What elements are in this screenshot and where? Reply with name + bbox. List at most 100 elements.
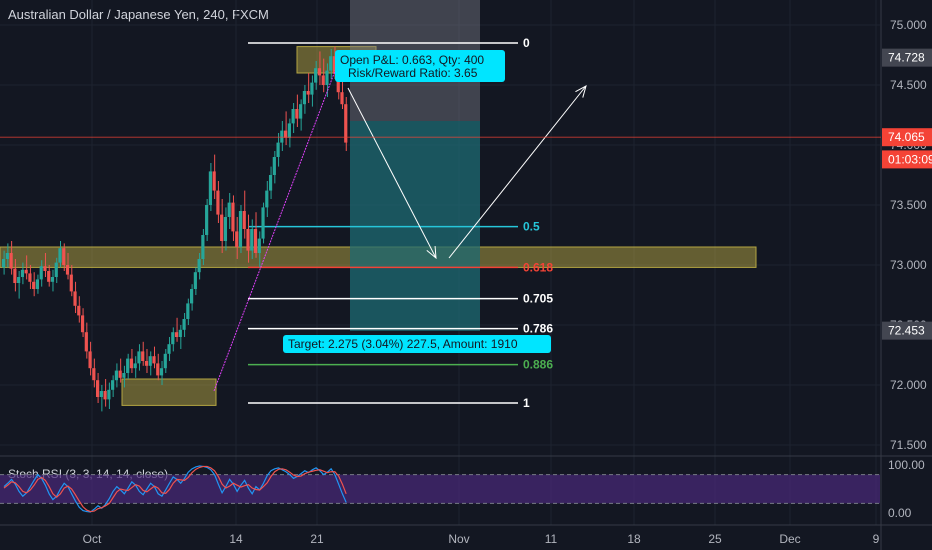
- price-tick-label: 71.500: [890, 438, 927, 452]
- candle-body: [28, 273, 32, 282]
- candle-body: [299, 104, 303, 119]
- price-tag-box: [882, 128, 932, 147]
- candle-body: [212, 171, 216, 191]
- candle-body: [220, 214, 224, 241]
- candle-body: [126, 358, 130, 373]
- price-tick-label: 72.000: [890, 378, 927, 392]
- candle-body: [73, 291, 77, 306]
- candle-body: [20, 269, 24, 277]
- candle-body: [284, 130, 288, 138]
- candle-body: [325, 70, 329, 85]
- candle-body: [24, 269, 28, 274]
- stoch-band: [0, 474, 880, 504]
- price-tag-box: [882, 321, 932, 340]
- candle-body: [231, 202, 235, 232]
- candle-body: [152, 356, 156, 364]
- fib-level-label: 0.705: [523, 292, 553, 306]
- price-tag-box: [882, 150, 932, 169]
- time-tick-label: 9: [873, 532, 880, 546]
- candle-body: [84, 332, 88, 352]
- candle-body: [291, 109, 295, 124]
- candle-body: [65, 265, 70, 275]
- target-box: [283, 335, 551, 353]
- price-tick-label: 74.500: [890, 78, 927, 92]
- candle-body: [186, 303, 190, 319]
- fib-level-label: 0.886: [523, 358, 553, 372]
- candle-body: [32, 281, 36, 289]
- candle-body: [35, 279, 40, 289]
- candle-body: [268, 175, 273, 191]
- price-tag-label: 74.065: [888, 130, 925, 144]
- candle-body: [69, 274, 73, 292]
- candle-body: [227, 202, 231, 217]
- candle-body: [261, 207, 265, 239]
- candle-body: [280, 130, 284, 143]
- candle-body: [336, 73, 340, 93]
- stoch-tick-label: 100.00: [888, 458, 925, 472]
- candle-body: [310, 82, 314, 95]
- open-pnl-text: Open P&L: 0.663, Qty: 400: [340, 53, 484, 67]
- candle-body: [171, 332, 175, 345]
- candle-body: [167, 344, 171, 354]
- candle-body: [306, 91, 310, 95]
- price-tick-label: 73.000: [890, 258, 927, 272]
- projection-arrow-down-head: [426, 245, 437, 260]
- candle-body: [5, 253, 9, 259]
- candle-body: [118, 370, 122, 378]
- candle-body: [246, 229, 250, 251]
- chart-title: Australian Dollar / Japanese Yen, 240, F…: [8, 7, 269, 22]
- projection-arrow-down: [347, 87, 437, 259]
- candle-body: [329, 56, 333, 71]
- candle-body: [137, 351, 141, 364]
- candle-body: [122, 373, 126, 378]
- candle-body: [92, 368, 96, 381]
- candle-body: [295, 109, 299, 119]
- candle-body: [197, 259, 201, 273]
- price-tag-box: [882, 48, 932, 67]
- candle-body: [242, 211, 246, 229]
- candle-body: [77, 305, 81, 316]
- price-tag-label: 01:03:09: [888, 152, 932, 166]
- fib-level-label: 1: [523, 396, 530, 410]
- candle-body: [96, 380, 100, 397]
- fib-level-label: 0.786: [523, 322, 553, 336]
- candle-body: [107, 389, 111, 400]
- candle-body: [9, 253, 13, 269]
- time-tick-label: 18: [627, 532, 641, 546]
- candle-body: [223, 217, 228, 241]
- candle-body: [235, 231, 239, 247]
- time-tick-label: Oct: [83, 532, 102, 546]
- candle-body: [250, 229, 254, 251]
- candle-body: [47, 271, 51, 282]
- candle-body: [182, 319, 186, 330]
- candle-body: [80, 315, 85, 333]
- target-text: Target: 2.275 (3.04%) 227.5, Amount: 191…: [288, 337, 518, 351]
- time-tick-label: 11: [545, 532, 558, 546]
- price-tag-label: 72.453: [888, 324, 925, 338]
- candle-body: [144, 361, 149, 366]
- open-pnl-text: Risk/Reward Ratio: 3.65: [348, 66, 478, 80]
- open-pnl-box: [335, 50, 505, 82]
- candle-body: [257, 238, 261, 253]
- candle-body: [193, 272, 197, 289]
- candle-body: [141, 351, 145, 361]
- candle-body: [39, 266, 43, 280]
- time-tick-label: 21: [310, 532, 324, 546]
- price-tick-label: 73.500: [890, 198, 927, 212]
- candle-body: [50, 277, 55, 282]
- candle-body: [2, 259, 6, 268]
- candle-body: [114, 370, 118, 381]
- candle-body: [317, 68, 322, 76]
- candle-body: [62, 248, 66, 265]
- candle-body: [314, 68, 318, 83]
- candle-body: [156, 363, 160, 376]
- candle-body: [238, 211, 243, 247]
- candle-body: [43, 266, 47, 271]
- candle-body: [111, 380, 115, 390]
- candle-body: [340, 92, 344, 105]
- candle-body: [344, 104, 348, 143]
- fib-level-label: 0.5: [523, 220, 540, 234]
- candle-body: [216, 190, 220, 215]
- projection-arrow-up: [448, 85, 587, 259]
